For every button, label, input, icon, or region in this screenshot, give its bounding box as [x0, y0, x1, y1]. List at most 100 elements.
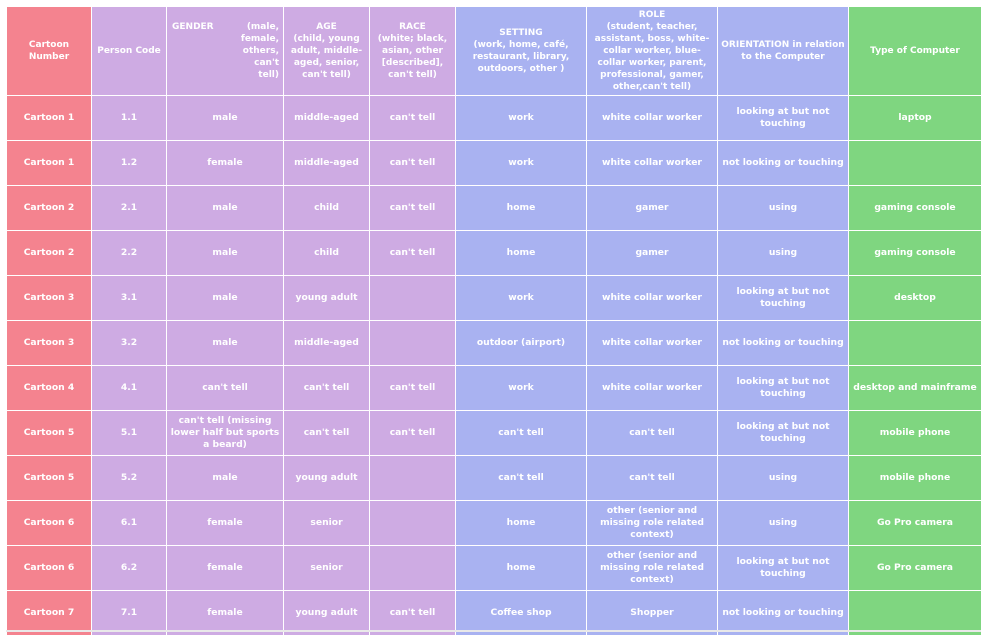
cell-setting: work — [455, 275, 587, 321]
cell-cartoon-number: Cartoon 6 — [6, 545, 92, 591]
cell-cartoon-number: Cartoon 3 — [6, 275, 92, 321]
cell-role: other (senior and missing role related c… — [586, 545, 718, 591]
cell-age: senior — [283, 545, 370, 591]
cell-type-of-computer: mobile phone — [848, 410, 982, 456]
cell-role: can't tell — [586, 455, 718, 501]
cell-gender: male — [166, 275, 284, 321]
cell-setting: work — [455, 365, 587, 411]
cell-person-code: 3.1 — [91, 275, 167, 321]
coding-table: Cartoon Number Person Code GENDER (male,… — [6, 6, 982, 636]
cell-race: can't tell — [369, 140, 456, 186]
cell-setting: home — [455, 500, 587, 546]
cell-gender: female — [166, 545, 284, 591]
cell-type-of-computer: desktop — [848, 275, 982, 321]
cell-gender: can't tell (missing lower half but sport… — [166, 410, 284, 456]
cell-orientation: looking at but not touching — [717, 545, 849, 591]
header-setting-hint: (work, home, café, restaurant, library, … — [472, 40, 570, 74]
cell-type-of-computer — [848, 140, 982, 186]
cell-race — [369, 545, 456, 591]
cell-age: middle-aged — [283, 140, 370, 186]
cell-orientation: looking at but not touching — [717, 410, 849, 456]
cell-age: young adult — [283, 455, 370, 501]
cell-role: gamer — [586, 185, 718, 231]
table-row: Cartoon 3 3.1 male young adult work white col… — [6, 275, 982, 321]
header-row: Cartoon Number Person Code GENDER (male,… — [6, 6, 982, 96]
cell-age: can't tell — [283, 410, 370, 456]
header-cartoon-number: Cartoon Number — [6, 6, 92, 96]
cell-setting: can't tell — [455, 410, 587, 456]
cell-race: can't tell — [369, 410, 456, 456]
cell-role: white collar worker — [586, 140, 718, 186]
header-race: RACE (white; black, asian, other [descri… — [369, 6, 456, 96]
cell-person-code: 5.1 — [91, 410, 167, 456]
table-row: Cartoon 7 7.1 female young adult can't tell C… — [6, 590, 982, 636]
cell-type-of-computer: desktop and mainframe — [848, 365, 982, 411]
cell-orientation: using — [717, 455, 849, 501]
cell-type-of-computer: Go Pro camera — [848, 500, 982, 546]
header-role-title: ROLE — [638, 10, 666, 20]
cell-setting: outdoor (airport) — [455, 320, 587, 366]
table-body: Cartoon 1 1.1 male middle-aged can't tell wor… — [6, 95, 982, 636]
cell-type-of-computer: Go Pro camera — [848, 545, 982, 591]
header-setting: SETTING (work, home, café, restaurant, l… — [455, 6, 587, 96]
sheet-bottom-edge — [6, 630, 981, 632]
cell-type-of-computer: gaming console — [848, 230, 982, 276]
header-gender-hint: (male, female, others, can't tell) — [240, 22, 279, 80]
cell-type-of-computer — [848, 320, 982, 366]
cell-setting: home — [455, 545, 587, 591]
cell-setting: home — [455, 185, 587, 231]
header-age: AGE (child, young adult, middle-aged, se… — [283, 6, 370, 96]
header-role: ROLE (student, teacher, assistant, boss,… — [586, 6, 718, 96]
cell-role: can't tell — [586, 410, 718, 456]
cell-gender: female — [166, 140, 284, 186]
cell-role: white collar worker — [586, 275, 718, 321]
header-person-code: Person Code — [91, 6, 167, 96]
cell-orientation: using — [717, 185, 849, 231]
cell-age: middle-aged — [283, 95, 370, 141]
cell-age: senior — [283, 500, 370, 546]
cell-age: can't tell — [283, 365, 370, 411]
table-row: Cartoon 1 1.1 male middle-aged can't tell wor… — [6, 95, 982, 141]
header-type-of-computer: Type of Computer — [848, 6, 982, 96]
cell-person-code: 5.2 — [91, 455, 167, 501]
cell-age: young adult — [283, 590, 370, 636]
cell-role: white collar worker — [586, 320, 718, 366]
table-row: Cartoon 3 3.2 male middle-aged outdoor (airp… — [6, 320, 982, 366]
cell-orientation: not looking or touching — [717, 140, 849, 186]
cell-type-of-computer: mobile phone — [848, 455, 982, 501]
cell-cartoon-number: Cartoon 5 — [6, 455, 92, 501]
cell-type-of-computer — [848, 590, 982, 636]
cell-race: can't tell — [369, 185, 456, 231]
cell-type-of-computer: gaming console — [848, 185, 982, 231]
cell-person-code: 2.2 — [91, 230, 167, 276]
cell-age: child — [283, 230, 370, 276]
cell-setting: work — [455, 95, 587, 141]
cell-race: can't tell — [369, 95, 456, 141]
cell-gender: male — [166, 230, 284, 276]
table-row: Cartoon 2 2.2 male child can't tell home gamer… — [6, 230, 982, 276]
table-row: Cartoon 6 6.1 female senior home other (senio… — [6, 500, 982, 546]
cell-gender: female — [166, 590, 284, 636]
cell-gender: male — [166, 95, 284, 141]
cell-race: can't tell — [369, 590, 456, 636]
cell-gender: can't tell — [166, 365, 284, 411]
header-age-hint: (child, young adult, middle-aged, senior… — [290, 34, 363, 80]
cell-person-code: 6.2 — [91, 545, 167, 591]
table-row: Cartoon 4 4.1 can't tell can't tell can't te… — [6, 365, 982, 411]
cell-type-of-computer: laptop — [848, 95, 982, 141]
table-row: Cartoon 6 6.2 female senior home other (senio… — [6, 545, 982, 591]
table-row: Cartoon 2 2.1 male child can't tell home gamer… — [6, 185, 982, 231]
cell-orientation: looking at but not touching — [717, 275, 849, 321]
cell-orientation: looking at but not touching — [717, 95, 849, 141]
header-setting-title: SETTING — [499, 28, 543, 38]
header-age-title: AGE — [316, 22, 337, 32]
cell-setting: can't tell — [455, 455, 587, 501]
cell-person-code: 1.2 — [91, 140, 167, 186]
header-gender: GENDER (male, female, others, can't tell… — [166, 6, 284, 96]
table-row: Cartoon 1 1.2 female middle-aged can't tell w… — [6, 140, 982, 186]
cell-role: gamer — [586, 230, 718, 276]
cell-person-code: 6.1 — [91, 500, 167, 546]
cell-orientation: using — [717, 230, 849, 276]
cell-person-code: 1.1 — [91, 95, 167, 141]
cell-person-code: 4.1 — [91, 365, 167, 411]
